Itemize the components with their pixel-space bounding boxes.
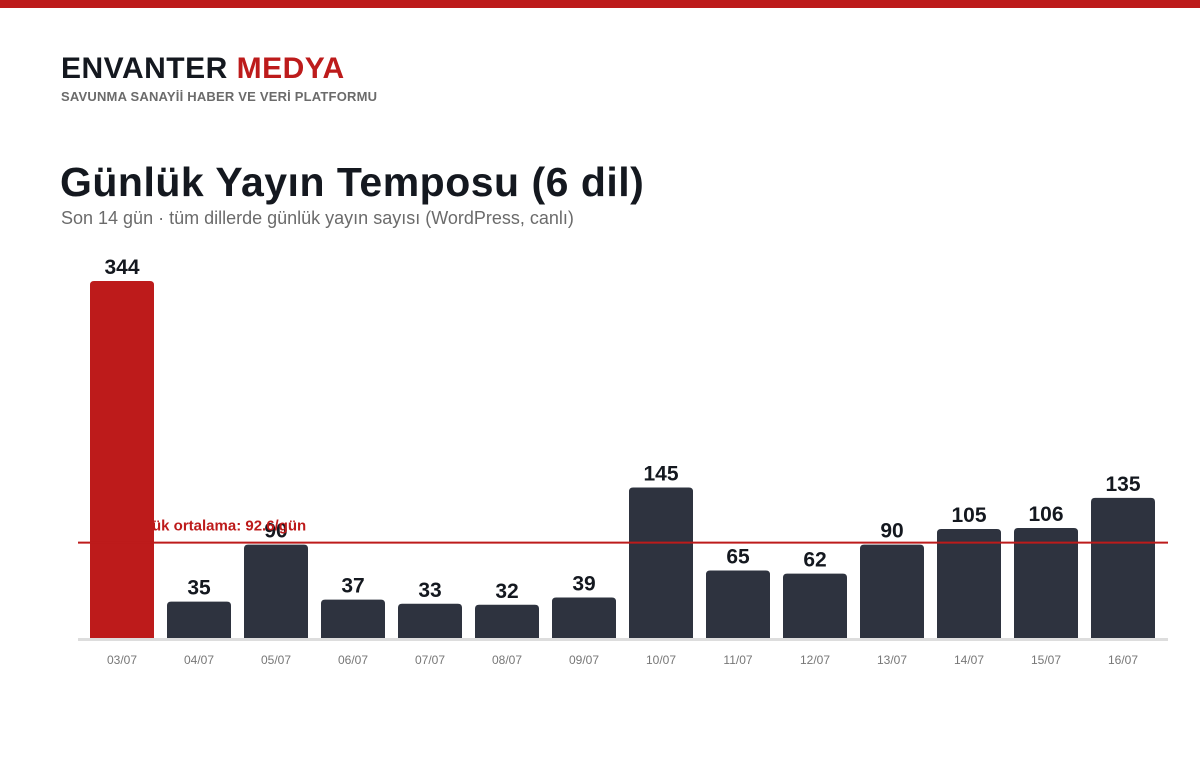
bar bbox=[783, 573, 847, 638]
bar-value-label: 33 bbox=[418, 579, 441, 602]
x-tick-label: 13/07 bbox=[877, 653, 907, 667]
x-tick-label: 14/07 bbox=[954, 653, 984, 667]
average-line-label: ük ortalama: 92.6/gün bbox=[152, 518, 306, 535]
top-accent-bar bbox=[0, 0, 1200, 8]
bar-value-label: 135 bbox=[1105, 473, 1140, 496]
bar-value-label: 105 bbox=[951, 504, 986, 527]
x-tick-label: 04/07 bbox=[184, 653, 214, 667]
brand-tagline: SAVUNMA SANAYİİ HABER VE VERİ PLATFORMU bbox=[61, 89, 378, 104]
bar-value-label: 106 bbox=[1028, 503, 1063, 526]
bar-value-label: 90 bbox=[880, 520, 903, 543]
bar-value-label: 32 bbox=[495, 580, 518, 603]
bar-value-label: 65 bbox=[726, 546, 750, 569]
bar bbox=[90, 281, 154, 638]
x-tick-label: 16/07 bbox=[1108, 653, 1138, 667]
bar bbox=[321, 599, 385, 638]
bar-value-label: 90 bbox=[264, 520, 287, 543]
bar bbox=[552, 597, 616, 638]
bar bbox=[937, 529, 1001, 638]
bar-value-label: 37 bbox=[341, 575, 364, 598]
x-tick-label: 12/07 bbox=[800, 653, 830, 667]
bar-value-label: 39 bbox=[572, 573, 595, 596]
bar-value-label: 35 bbox=[187, 577, 211, 600]
chart-subtitle: Son 14 gün · tüm dillerde günlük yayın s… bbox=[61, 208, 574, 228]
bar bbox=[706, 570, 770, 638]
x-tick-label: 05/07 bbox=[261, 653, 291, 667]
bar bbox=[398, 603, 462, 638]
x-tick-label: 03/07 bbox=[107, 653, 137, 667]
brand-name-accent: MEDYA bbox=[236, 52, 345, 85]
brand-logo: ENVANTER MEDYA bbox=[61, 52, 345, 86]
x-tick-label: 11/07 bbox=[723, 653, 752, 667]
x-tick-label: 10/07 bbox=[646, 653, 676, 667]
bar bbox=[860, 544, 924, 638]
x-tick-label: 08/07 bbox=[492, 653, 522, 667]
bar bbox=[1014, 527, 1078, 638]
x-tick-label: 09/07 bbox=[569, 653, 599, 667]
bar bbox=[629, 487, 693, 638]
bar-value-label: 145 bbox=[643, 463, 678, 486]
bar bbox=[475, 604, 539, 638]
x-tick-label: 15/07 bbox=[1031, 653, 1061, 667]
bar bbox=[1091, 497, 1155, 638]
brand-name-primary: ENVANTER bbox=[61, 52, 228, 85]
x-tick-label: 06/07 bbox=[338, 653, 368, 667]
bar-value-label: 344 bbox=[104, 256, 139, 279]
chart-title: Günlük Yayın Temposu (6 dil) bbox=[60, 159, 645, 205]
bar bbox=[244, 544, 308, 638]
bar bbox=[167, 601, 231, 638]
bar-value-label: 62 bbox=[803, 549, 826, 572]
x-tick-label: 07/07 bbox=[415, 653, 445, 667]
